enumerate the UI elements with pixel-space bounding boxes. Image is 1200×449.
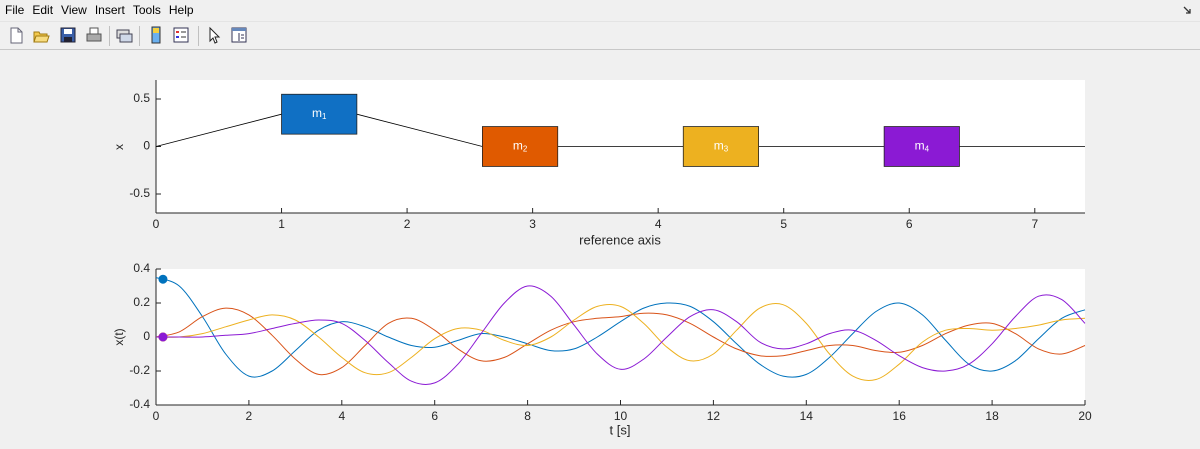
new-button[interactable] [7,26,25,44]
series-line [155,277,1086,378]
mass-name: m [915,139,925,153]
open-button[interactable] [32,26,50,44]
mass-name: m [513,139,523,153]
mass-block [682,126,759,167]
print-button[interactable] [85,26,103,44]
mass-name: m [312,106,322,120]
x-tick-label: 8 [524,409,531,423]
menu-item[interactable]: Help [168,3,194,17]
y-tick-label: 0 [143,139,150,153]
y-axis-label: x(t) [112,328,126,345]
mass-subscript: 4 [925,145,930,154]
current-marker [158,274,168,284]
series-line [155,307,1086,376]
x-tick-label: 10 [614,409,628,423]
x-tick-label: 7 [1031,217,1038,231]
y-tick-label: 0.5 [133,91,150,105]
y-tick-label: -0.4 [129,397,150,411]
x-tick-label: 18 [985,409,999,423]
x-tick-label: 6 [431,409,438,423]
x-tick-label: 16 [893,409,907,423]
x-tick-label: 3 [529,217,536,231]
x-axis-label: reference axis [579,232,661,247]
dock-button[interactable] [1183,6,1193,16]
menu-bar: File Edit View Insert Tools Help [0,0,1200,20]
separator [139,26,140,46]
mass-block [883,126,960,167]
toolbar [0,21,1200,50]
pointer-button[interactable] [205,26,223,44]
separator [198,26,199,46]
legend-button[interactable] [172,26,190,44]
mass-name: m [714,139,724,153]
mass-block [482,126,559,167]
mass-label: m3 [714,139,729,154]
x-tick-label: 0 [153,217,160,231]
mass-label: m4 [915,139,930,154]
series-line [155,303,1086,381]
separator [109,26,110,46]
property-button[interactable] [230,26,248,44]
save-button[interactable] [59,26,77,44]
x-tick-label: 5 [780,217,787,231]
mass-block [281,93,358,135]
plot-area [156,269,1085,405]
y-tick-label: 0.2 [133,295,150,309]
colorbar-button[interactable] [147,26,165,44]
x-tick-label: 6 [906,217,913,231]
x-tick-label: 0 [153,409,160,423]
y-axis-label: x [112,144,126,150]
mass-label: m2 [513,139,528,154]
mass-subscript: 3 [724,145,729,154]
x-axis-label: t [s] [610,422,631,437]
y-tick-label: 0.4 [133,261,150,275]
x-tick-label: 2 [246,409,253,423]
link-button[interactable] [115,26,133,44]
mass-label: m1 [312,106,327,121]
x-tick-label: 2 [404,217,411,231]
x-tick-label: 12 [707,409,721,423]
x-tick-label: 4 [655,217,662,231]
menu-item[interactable]: Insert [94,3,125,17]
current-marker [158,332,168,342]
mass-subscript: 1 [322,112,327,121]
series-line [155,285,1086,386]
x-tick-label: 1 [278,217,285,231]
x-tick-label: 20 [1078,409,1092,423]
y-tick-label: 0 [143,329,150,343]
x-tick-label: 4 [338,409,345,423]
y-tick-label: -0.2 [129,363,150,377]
menu-item[interactable]: File [5,3,25,17]
menu-item[interactable]: Edit [32,3,54,17]
y-tick-label: -0.5 [129,186,150,200]
x-tick-label: 14 [800,409,814,423]
menu-item[interactable]: Tools [132,3,161,17]
menu-item[interactable]: View [61,3,87,17]
mass-subscript: 2 [523,145,528,154]
